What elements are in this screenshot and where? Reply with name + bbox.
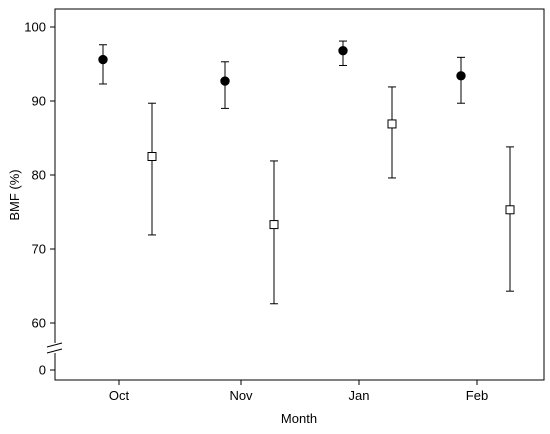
data-point-square <box>147 152 157 161</box>
data-point-square <box>505 205 515 215</box>
series-group <box>147 86 515 305</box>
y-tick-label: 0 <box>39 363 46 378</box>
x-axis-ticks: Oct Nov Jan Feb <box>109 380 488 403</box>
axis-break-mark-lower <box>46 348 63 354</box>
y-tick-label: 90 <box>32 94 46 109</box>
y-tick-label: 100 <box>24 20 46 35</box>
data-series <box>98 40 515 305</box>
data-point-circle <box>338 45 348 56</box>
data-point-circle <box>456 71 466 81</box>
x-tick-label: Nov <box>229 388 253 403</box>
x-tick-label: Oct <box>109 388 130 403</box>
y-tick-label: 60 <box>32 316 46 331</box>
x-axis-label: Month <box>281 411 317 426</box>
x-tick-label: Feb <box>466 388 488 403</box>
y-axis-break <box>46 342 63 354</box>
series-group <box>98 40 466 109</box>
axis-break-mark-upper <box>46 342 63 348</box>
plot-frame <box>54 8 545 381</box>
y-axis-label: BMF (%) <box>7 169 22 220</box>
x-tick-label: Jan <box>349 388 370 403</box>
y-tick-label: 80 <box>32 168 46 183</box>
data-point-square <box>269 220 279 230</box>
y-tick-label: 70 <box>32 242 46 257</box>
y-axis-ticks: 0 60 70 80 90 100 <box>24 20 55 378</box>
data-point-circle <box>220 76 230 86</box>
data-point-circle <box>98 54 108 65</box>
axis-break-gap <box>48 343 62 353</box>
data-point-square <box>387 119 397 129</box>
